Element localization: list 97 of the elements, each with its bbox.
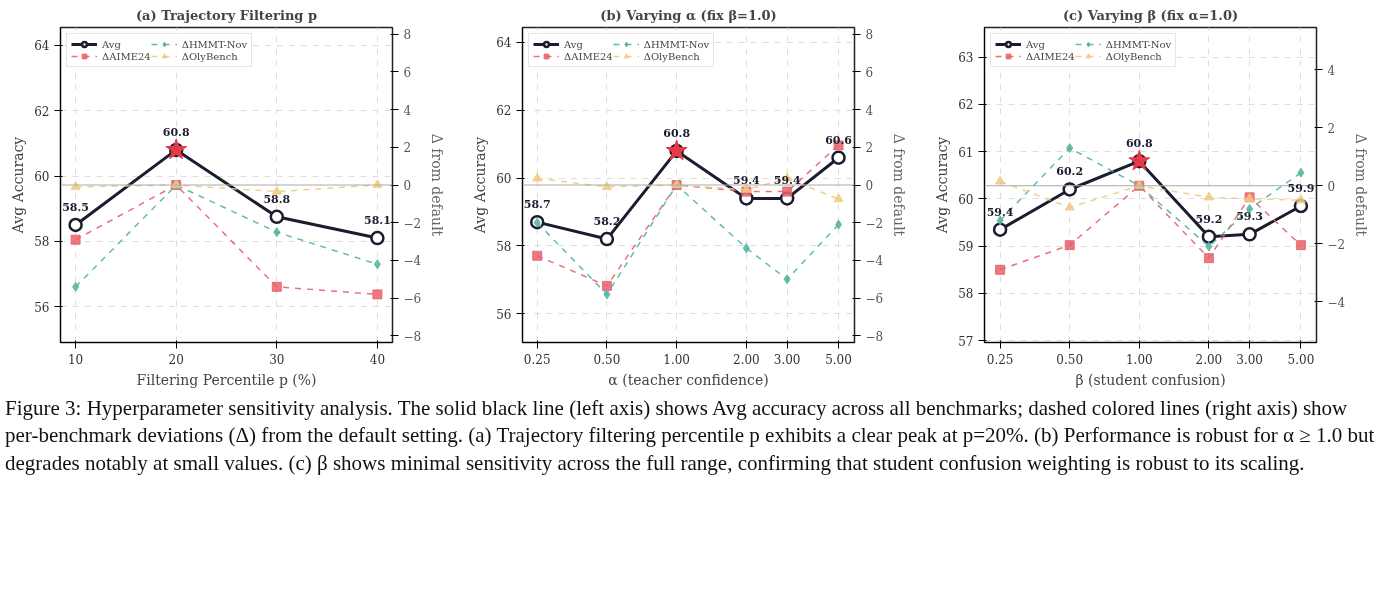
legend-label: ΔHMMT-Nov — [643, 38, 710, 50]
y2-tick-label: −6 — [865, 292, 884, 307]
data-label: 60.8 — [1125, 137, 1154, 151]
y2-tick-label: −8 — [403, 329, 422, 344]
caption: Figure 3: Hyperparameter sensitivity analysis. The solid black line (left axis) shows Avg accuracy across all benchmarks; dashed colored lines (right axis) show per-benchmark deviations (Δ) from the default setting. (a) Trajectory filtering percentile p exhibits a clear peak at p=20%. (b) Performance is robust for α ≥ 1.0 but degrades notably at small values. (c) β shows minimal sensitivity across the full range, confirming that student confusion weighting is robust to its scaling. — [5, 395, 1375, 477]
x-tick-label: 0.50 — [593, 352, 621, 367]
y2-tick-label: −2 — [403, 216, 422, 231]
y2-tick-label: 2 — [865, 141, 874, 156]
y2-tick-label: 6 — [403, 65, 412, 80]
y-axis-title: Avg Accuracy — [472, 136, 489, 235]
data-label: 60.6 — [825, 133, 853, 147]
y2-tick-label: 0 — [1327, 179, 1336, 194]
x-tick-label: 2.00 — [1195, 352, 1223, 367]
y2-tick-label: −4 — [1327, 295, 1346, 310]
y-tick-label: 56 — [496, 307, 512, 322]
data-label: 60.8 — [663, 126, 691, 140]
data-label: 58.8 — [263, 192, 291, 206]
x-tick-label: 3.00 — [1236, 352, 1263, 367]
y-tick-label: 62 — [958, 98, 974, 113]
legend-label: ΔOlyBench — [181, 50, 238, 62]
y-tick-label: 59 — [958, 240, 974, 255]
x-tick-label: 5.00 — [1287, 352, 1315, 367]
y-tick-label: 60 — [496, 172, 512, 187]
data-label: 58.2 — [593, 215, 621, 229]
legend-label: ΔHMMT-Nov — [1105, 38, 1172, 50]
chart-title: (c) Varying β (fix α=1.0) — [1062, 7, 1239, 23]
legend-label: ΔAIME24 — [564, 50, 613, 62]
y2-tick-label: −2 — [1327, 237, 1346, 252]
x-axis-title: α (teacher confidence) — [608, 371, 769, 388]
y2-tick-label: −4 — [865, 254, 884, 269]
x-tick-label: 3.00 — [773, 352, 801, 367]
y-axis-title: Avg Accuracy — [934, 136, 951, 235]
x-tick-label: 0.25 — [986, 352, 1014, 367]
x-tick-label: 20 — [168, 352, 184, 367]
y-tick-label: 57 — [958, 334, 974, 349]
y-tick-label: 60 — [34, 170, 50, 185]
y2-tick-label: 0 — [403, 179, 412, 193]
y-tick-label: 56 — [34, 300, 50, 315]
data-label: 59.4 — [773, 174, 801, 188]
x-tick-label: 10 — [67, 352, 84, 367]
legend-label: ΔAIME24 — [1026, 50, 1075, 62]
data-label: 60.8 — [162, 125, 190, 139]
y2-tick-label: 6 — [865, 65, 874, 80]
legend-label: ΔOlyBench — [643, 50, 700, 62]
data-label: 58.5 — [62, 200, 89, 214]
y-tick-label: 58 — [34, 235, 50, 250]
y2-tick-label: −6 — [403, 292, 422, 307]
x-tick-label: 0.25 — [523, 352, 551, 367]
data-label: 59.4 — [732, 174, 761, 188]
y-tick-label: 62 — [34, 104, 50, 119]
x-tick-label: 2.00 — [733, 352, 760, 367]
data-label: 59.9 — [1287, 182, 1315, 196]
y2-tick-label: 4 — [865, 103, 874, 118]
y2-axis-title: Δ from default — [1353, 133, 1370, 237]
y2-tick-label: 2 — [1327, 121, 1336, 136]
x-axis-title: Filtering Percentile p (%) — [136, 371, 317, 388]
x-tick-label: 1.00 — [1125, 352, 1153, 367]
y2-tick-label: 2 — [403, 141, 412, 156]
y-tick-label: 64 — [34, 39, 50, 54]
y-tick-label: 58 — [496, 239, 512, 254]
y2-tick-label: 8 — [865, 28, 874, 43]
y2-tick-label: −2 — [865, 216, 884, 231]
data-label: 60.2 — [1056, 165, 1084, 179]
x-tick-label: 0.50 — [1056, 352, 1084, 367]
data-label: 59.2 — [1195, 212, 1223, 226]
legend-label: ΔAIME24 — [102, 50, 151, 62]
x-tick-label: 1.00 — [663, 352, 691, 367]
legend-label: Avg — [102, 38, 122, 50]
y2-tick-label: −4 — [403, 254, 422, 269]
y2-tick-label: 4 — [1327, 63, 1336, 78]
chart-title: (a) Trajectory Filtering p — [135, 7, 318, 23]
y2-tick-label: 8 — [403, 28, 412, 43]
y-axis-title: Avg Accuracy — [10, 136, 27, 235]
x-tick-label: 5.00 — [825, 352, 852, 367]
y-tick-label: 63 — [958, 51, 974, 66]
y2-axis-title: Δ from default — [429, 133, 446, 237]
data-label: 58.1 — [364, 214, 391, 228]
chart-title: (b) Varying α (fix β=1.0) — [600, 7, 777, 23]
x-tick-label: 40 — [369, 352, 386, 367]
y-tick-label: 60 — [958, 192, 974, 207]
y-tick-label: 61 — [958, 145, 974, 160]
legend-label: Avg — [1026, 38, 1046, 50]
legend-label: ΔHMMT-Nov — [181, 38, 248, 50]
x-tick-label: 30 — [269, 352, 285, 367]
y2-tick-label: 4 — [403, 103, 412, 118]
x-axis-title: β (student confusion) — [1075, 371, 1226, 388]
y2-tick-label: 0 — [865, 179, 874, 193]
legend-label: ΔOlyBench — [1105, 50, 1162, 62]
data-label: 59.4 — [986, 205, 1014, 219]
data-label: 58.7 — [523, 198, 551, 212]
data-label: 59.3 — [1236, 210, 1264, 224]
y-tick-label: 58 — [958, 287, 974, 302]
y2-tick-label: −8 — [865, 329, 884, 344]
y-tick-label: 64 — [496, 36, 512, 51]
legend-label: Avg — [564, 38, 584, 50]
y-tick-label: 62 — [496, 104, 512, 119]
y2-axis-title: Δ from default — [891, 133, 908, 237]
